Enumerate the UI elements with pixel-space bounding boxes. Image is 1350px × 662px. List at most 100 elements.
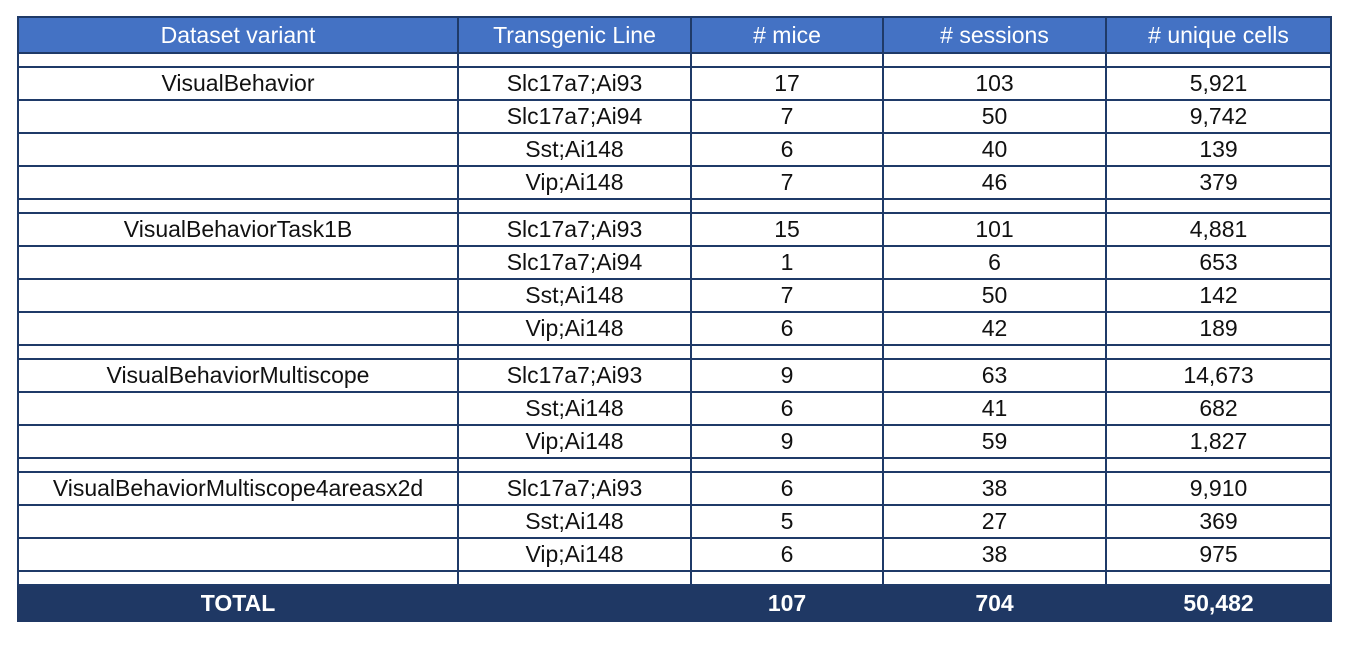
cell-transgenic-line: Slc17a7;Ai93 <box>457 66 692 101</box>
cell-mice: 7 <box>690 165 884 200</box>
table-row: Sst;Ai148 5 27 369 <box>17 504 1332 539</box>
cell-mice: 6 <box>690 391 884 426</box>
cell-dataset-variant: VisualBehaviorMultiscope4areasx2d <box>17 471 459 506</box>
cell-transgenic-line: Vip;Ai148 <box>457 165 692 200</box>
cell-transgenic-line: Vip;Ai148 <box>457 424 692 459</box>
spacer-cell <box>17 457 459 473</box>
dataset-summary-table: Dataset variant Transgenic Line # mice #… <box>17 16 1332 622</box>
header-unique-cells: # unique cells <box>1105 16 1332 54</box>
cell-sessions: 41 <box>882 391 1107 426</box>
table-row: VisualBehaviorTask1B Slc17a7;Ai93 15 101 4,8… <box>17 212 1332 247</box>
cell-dataset-variant <box>17 245 459 280</box>
cell-transgenic-line: Sst;Ai148 <box>457 504 692 539</box>
cell-transgenic-line: Slc17a7;Ai93 <box>457 212 692 247</box>
table-row: Slc17a7;Ai94 1 6 653 <box>17 245 1332 280</box>
table-row: Slc17a7;Ai94 7 50 9,742 <box>17 99 1332 134</box>
cell-unique-cells: 139 <box>1105 132 1332 167</box>
spacer-cell <box>457 457 692 473</box>
cell-dataset-variant: VisualBehavior <box>17 66 459 101</box>
cell-unique-cells: 975 <box>1105 537 1332 572</box>
spacer-cell <box>17 344 459 360</box>
spacer-cell <box>690 198 884 214</box>
cell-dataset-variant <box>17 424 459 459</box>
cell-dataset-variant <box>17 504 459 539</box>
cell-unique-cells: 189 <box>1105 311 1332 346</box>
spacer-cell <box>1105 344 1332 360</box>
dataset-summary-table-container: Dataset variant Transgenic Line # mice #… <box>17 16 1332 622</box>
cell-transgenic-line: Sst;Ai148 <box>457 132 692 167</box>
cell-transgenic-line: Vip;Ai148 <box>457 311 692 346</box>
cell-mice: 17 <box>690 66 884 101</box>
cell-unique-cells: 653 <box>1105 245 1332 280</box>
cell-unique-cells: 5,921 <box>1105 66 1332 101</box>
spacer-cell <box>882 52 1107 68</box>
cell-unique-cells: 1,827 <box>1105 424 1332 459</box>
cell-transgenic-line: Vip;Ai148 <box>457 537 692 572</box>
cell-unique-cells: 9,910 <box>1105 471 1332 506</box>
total-transgenic-line <box>457 584 692 622</box>
spacer-cell <box>1105 198 1332 214</box>
spacer-cell <box>882 198 1107 214</box>
cell-sessions: 103 <box>882 66 1107 101</box>
total-sessions: 704 <box>882 584 1107 622</box>
cell-unique-cells: 142 <box>1105 278 1332 313</box>
spacer-cell <box>17 52 459 68</box>
cell-unique-cells: 369 <box>1105 504 1332 539</box>
cell-unique-cells: 14,673 <box>1105 358 1332 393</box>
table-row: Vip;Ai148 7 46 379 <box>17 165 1332 200</box>
cell-transgenic-line: Sst;Ai148 <box>457 391 692 426</box>
spacer-cell <box>1105 52 1332 68</box>
cell-dataset-variant: VisualBehaviorMultiscope <box>17 358 459 393</box>
cell-sessions: 46 <box>882 165 1107 200</box>
spacer-cell <box>457 344 692 360</box>
spacer-cell <box>17 570 459 586</box>
spacer-cell <box>690 52 884 68</box>
cell-dataset-variant <box>17 99 459 134</box>
table-row: Sst;Ai148 6 40 139 <box>17 132 1332 167</box>
spacer-cell <box>17 198 459 214</box>
header-sessions: # sessions <box>882 16 1107 54</box>
cell-dataset-variant <box>17 278 459 313</box>
cell-sessions: 101 <box>882 212 1107 247</box>
cell-unique-cells: 379 <box>1105 165 1332 200</box>
spacer-cell <box>690 344 884 360</box>
total-mice: 107 <box>690 584 884 622</box>
cell-sessions: 63 <box>882 358 1107 393</box>
spacer-cell <box>457 570 692 586</box>
cell-mice: 9 <box>690 424 884 459</box>
table-row: Vip;Ai148 6 42 189 <box>17 311 1332 346</box>
table-row: VisualBehaviorMultiscope4areasx2d Slc17a7… <box>17 471 1332 506</box>
spacer-cell <box>457 198 692 214</box>
cell-mice: 7 <box>690 99 884 134</box>
cell-mice: 6 <box>690 311 884 346</box>
table-row: Vip;Ai148 6 38 975 <box>17 537 1332 572</box>
cell-dataset-variant <box>17 132 459 167</box>
table-row: Vip;Ai148 9 59 1,827 <box>17 424 1332 459</box>
cell-sessions: 40 <box>882 132 1107 167</box>
cell-dataset-variant <box>17 311 459 346</box>
cell-dataset-variant <box>17 537 459 572</box>
table-row: VisualBehavior Slc17a7;Ai93 17 103 5,921 <box>17 66 1332 101</box>
total-row: TOTAL 107 704 50,482 <box>17 584 1332 622</box>
cell-dataset-variant: VisualBehaviorTask1B <box>17 212 459 247</box>
cell-transgenic-line: Slc17a7;Ai94 <box>457 245 692 280</box>
spacer-row <box>17 344 1332 360</box>
spacer-row <box>17 570 1332 586</box>
table-row: VisualBehaviorMultiscope Slc17a7;Ai93 9 63 1… <box>17 358 1332 393</box>
header-transgenic-line: Transgenic Line <box>457 16 692 54</box>
spacer-cell <box>882 457 1107 473</box>
cell-sessions: 50 <box>882 278 1107 313</box>
table-row: Sst;Ai148 7 50 142 <box>17 278 1332 313</box>
cell-sessions: 38 <box>882 537 1107 572</box>
cell-mice: 6 <box>690 537 884 572</box>
cell-mice: 1 <box>690 245 884 280</box>
total-unique-cells: 50,482 <box>1105 584 1332 622</box>
cell-sessions: 38 <box>882 471 1107 506</box>
spacer-cell <box>690 457 884 473</box>
spacer-cell <box>882 344 1107 360</box>
spacer-cell <box>1105 570 1332 586</box>
spacer-cell <box>882 570 1107 586</box>
table-row: Sst;Ai148 6 41 682 <box>17 391 1332 426</box>
spacer-cell <box>457 52 692 68</box>
cell-unique-cells: 9,742 <box>1105 99 1332 134</box>
